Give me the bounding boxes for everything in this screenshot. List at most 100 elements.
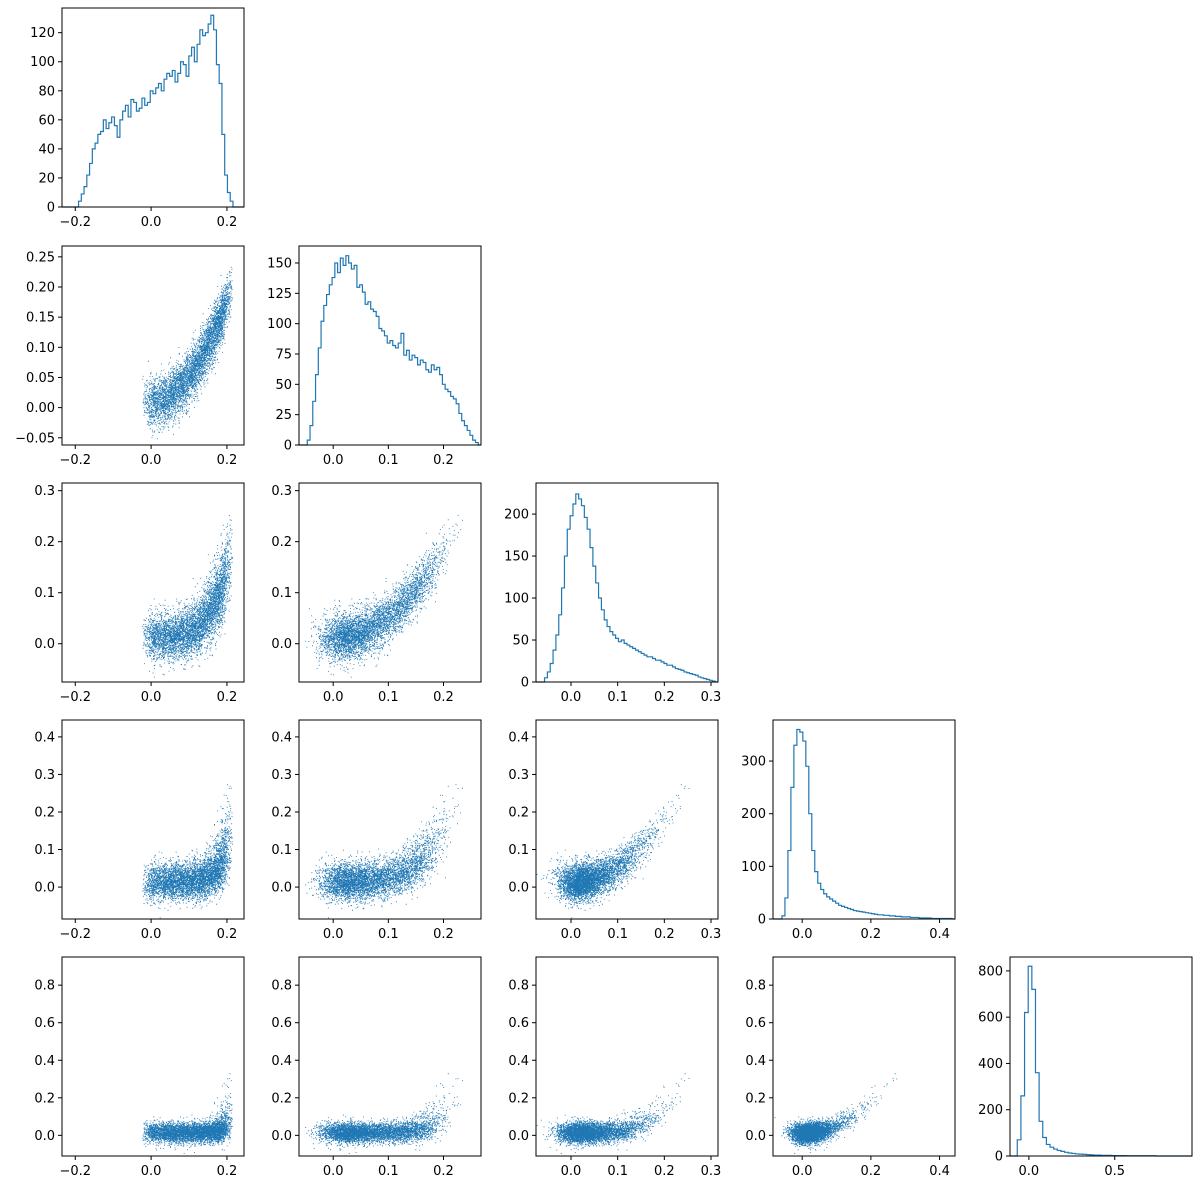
histogram-3-xtick-label: 0.0 [561, 690, 582, 705]
histogram-5-xtick-label: 0.5 [1104, 1164, 1125, 1179]
scatter-4-vs-1-xtick-label: −0.2 [59, 927, 91, 942]
scatter-5-vs-1-ytick-label: 0.0 [34, 1129, 55, 1144]
scatter-2-vs-1-ytick-label: 0.10 [26, 341, 55, 356]
histogram-1-xtick-label: 0.2 [217, 215, 238, 230]
scatter-5-vs-3-ytick-label: 0.2 [508, 1091, 529, 1106]
histogram-3-frame [535, 482, 719, 683]
scatter-5-vs-1-xtick-label: 0.2 [217, 1164, 238, 1179]
histogram-2-xtick-label: 0.1 [378, 453, 399, 468]
scatter-5-vs-3-ytick-label: 0.6 [508, 1016, 529, 1031]
histogram-3-xtick-label: 0.1 [607, 690, 628, 705]
histogram-2-ytick-label: 125 [267, 287, 292, 302]
histogram-3-xtick-label: 0.3 [701, 690, 722, 705]
scatter-2-vs-1-frame [61, 245, 245, 446]
scatter-3-vs-2-xtick-label: 0.2 [433, 690, 454, 705]
scatter-2-vs-1-ytick-label: 0.05 [26, 371, 55, 386]
scatter-3-vs-1-ytick-label: 0.0 [34, 637, 55, 652]
scatter-5-vs-3-xtick-label: 0.0 [561, 1164, 582, 1179]
scatter-3-vs-2-ytick-label: 0.2 [271, 535, 292, 550]
scatter-5-vs-4-points [774, 1073, 898, 1154]
scatter-5-vs-2: 0.0 0.1 0.2 0.0 0.2 0.4 0.6 0.8 [271, 956, 482, 1179]
scatter-4-vs-1-frame [61, 719, 245, 920]
histogram-5-ytick-label: 200 [978, 1103, 1003, 1118]
scatter-5-vs-1-xtick-label: 0.0 [141, 1164, 162, 1179]
histogram-1-ytick-label: 20 [38, 171, 55, 186]
scatter-4-vs-2-ytick-label: 0.2 [271, 805, 292, 820]
scatter-4-vs-2-ytick-label: 0.0 [271, 881, 292, 896]
scatter-5-vs-2-xtick-label: 0.0 [323, 1164, 344, 1179]
scatter-5-vs-4-ytick-label: 0.8 [745, 979, 766, 994]
scatter-4-vs-1-ytick-label: 0.0 [34, 881, 55, 896]
histogram-2-step [299, 255, 481, 446]
scatter-4-vs-3-ytick-label: 0.2 [508, 805, 529, 820]
scatter-5-vs-2-xtick-label: 0.1 [378, 1164, 399, 1179]
histogram-1-ytick-label: 120 [30, 26, 55, 41]
scatter-4-vs-1: −0.2 0.0 0.2 0.0 0.1 0.2 0.3 0.4 [34, 719, 245, 942]
histogram-4-ytick-label: 200 [741, 807, 766, 822]
scatter-5-vs-1-ytick-label: 0.4 [34, 1054, 55, 1069]
histogram-1-xtick-label: −0.2 [59, 215, 91, 230]
scatter-5-vs-3-frame [535, 956, 719, 1157]
scatter-3-vs-1-ytick-label: 0.1 [34, 586, 55, 601]
histogram-2-ytick-label: 25 [275, 408, 292, 423]
histogram-1-ytick-label: 0 [47, 201, 55, 216]
histogram-1-ytick-label: 80 [38, 84, 55, 99]
scatter-5-vs-4-xtick-label: 0.4 [929, 1164, 950, 1179]
scatter-3-vs-1-ytick-label: 0.2 [34, 535, 55, 550]
histogram-4-xtick-label: 0.4 [929, 927, 950, 942]
histogram-5-ytick-label: 0 [995, 1150, 1003, 1165]
histogram-2-ytick-label: 75 [275, 347, 292, 362]
scatter-5-vs-3-xtick-label: 0.2 [654, 1164, 675, 1179]
histogram-3-step [536, 493, 718, 683]
scatter-3-vs-2-ytick-label: 0.0 [271, 637, 292, 652]
scatter-5-vs-2-points [305, 1073, 463, 1154]
histogram-4-step [773, 728, 955, 920]
scatter-4-vs-3-xtick-label: 0.0 [561, 927, 582, 942]
scatter-5-vs-4-frame [772, 956, 956, 1157]
scatter-3-vs-1-frame [61, 482, 245, 683]
histogram-3-ytick-label: 150 [504, 550, 529, 565]
scatter-3-vs-2-frame [298, 482, 482, 683]
scatter-4-vs-2-ytick-label: 0.4 [271, 730, 292, 745]
scatter-5-vs-4-ytick-label: 0.0 [745, 1129, 766, 1144]
histogram-5-ytick-label: 800 [978, 964, 1003, 979]
scatter-2-vs-1-xtick-label: −0.2 [59, 453, 91, 468]
scatter-5-vs-4-xtick-label: 0.2 [861, 1164, 882, 1179]
histogram-2: 0.0 0.1 0.2 0 25 50 75 100 125 150 [267, 245, 482, 468]
histogram-5-xtick-label: 0.0 [1019, 1164, 1040, 1179]
scatter-4-vs-1-ytick-label: 0.2 [34, 805, 55, 820]
scatter-5-vs-1-frame [61, 956, 245, 1157]
scatter-4-vs-2-xtick-label: 0.0 [323, 927, 344, 942]
histogram-2-xtick-label: 0.0 [323, 453, 344, 468]
scatter-3-vs-1: −0.2 0.0 0.2 0.0 0.1 0.2 0.3 [34, 482, 245, 705]
histogram-4-xtick-label: 0.2 [861, 927, 882, 942]
scatter-4-vs-1-points [142, 784, 233, 919]
histogram-2-ytick-label: 50 [275, 378, 292, 393]
scatter-5-vs-1-ytick-label: 0.6 [34, 1016, 55, 1031]
scatter-3-vs-2-xtick-label: 0.0 [323, 690, 344, 705]
scatter-4-vs-3-xtick-label: 0.1 [607, 927, 628, 942]
scatter-4-vs-3-ytick-label: 0.3 [508, 768, 529, 783]
histogram-1-ytick-label: 60 [38, 113, 55, 128]
histogram-4-ytick-label: 300 [741, 755, 766, 770]
scatter-5-vs-1-points [142, 1073, 233, 1154]
scatter-2-vs-1-ytick-label: 0.00 [26, 401, 55, 416]
histogram-4-ytick-label: 100 [741, 860, 766, 875]
scatter-4-vs-2-xtick-label: 0.1 [378, 927, 399, 942]
histogram-4-frame [772, 719, 956, 920]
scatter-5-vs-2-ytick-label: 0.8 [271, 979, 292, 994]
scatter-5-vs-3-ytick-label: 0.4 [508, 1054, 529, 1069]
scatter-5-vs-1-ytick-label: 0.2 [34, 1091, 55, 1106]
scatter-4-vs-3-ytick-label: 0.1 [508, 843, 529, 858]
scatter-2-vs-1-ytick-label: −0.05 [15, 431, 55, 446]
scatter-5-vs-3-xtick-label: 0.3 [701, 1164, 722, 1179]
histogram-4: 0.0 0.2 0.4 0 100 200 300 [741, 719, 956, 942]
scatter-4-vs-3-frame [535, 719, 719, 920]
scatter-3-vs-1-xtick-label: 0.2 [217, 690, 238, 705]
histogram-1-xtick-label: 0.0 [141, 215, 162, 230]
scatter-4-vs-2: 0.0 0.1 0.2 0.0 0.1 0.2 0.3 0.4 [271, 719, 482, 942]
histogram-2-ytick-label: 0 [284, 439, 292, 454]
histogram-5: 0.0 0.5 0 200 400 600 800 [978, 956, 1193, 1179]
histogram-5-frame [1009, 956, 1193, 1157]
scatter-5-vs-4-xtick-label: 0.0 [792, 1164, 813, 1179]
